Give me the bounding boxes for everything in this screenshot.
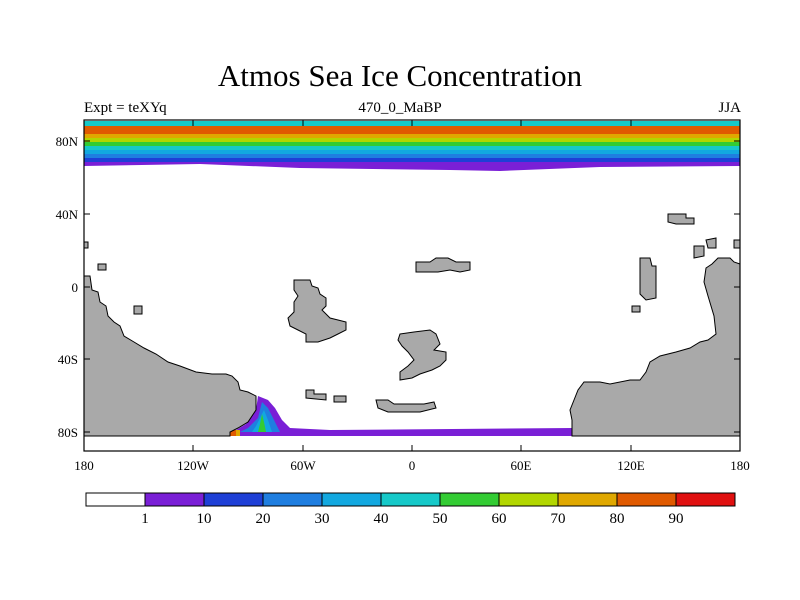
land-asia-island	[639, 257, 657, 301]
x-tick-label: 120E	[617, 458, 645, 473]
colorbar-swatch	[616, 492, 677, 507]
land-island-3	[693, 245, 705, 259]
colorbar-swatch	[380, 492, 441, 507]
land-japan	[667, 213, 695, 225]
land-island-4	[97, 263, 107, 271]
y-tick-label: 40N	[56, 207, 79, 222]
land-island-2	[705, 237, 717, 249]
x-tick-label: 60E	[511, 458, 532, 473]
x-tick-label: 180	[730, 458, 750, 473]
land-small-1	[305, 389, 327, 401]
colorbar-label: 50	[433, 511, 448, 527]
colorbar-label: 60	[492, 511, 507, 527]
axis-ticks	[83, 120, 741, 451]
colorbar-swatch	[262, 492, 323, 507]
x-tick-label: 120W	[177, 458, 210, 473]
land-europe	[415, 257, 471, 273]
period-label: 470_0_MaBP	[358, 100, 442, 116]
colorbar-label: 40	[374, 511, 389, 527]
land-asia-east	[569, 257, 741, 437]
colorbar-swatch	[144, 492, 205, 507]
land-masses	[83, 213, 741, 437]
land-small-2	[333, 395, 347, 403]
arctic-ice-bands	[84, 121, 740, 171]
y-tick-label: 80N	[56, 134, 79, 149]
colorbar-swatch	[321, 492, 382, 507]
y-tick-label: 80S	[58, 425, 78, 440]
colorbar-label: 70	[551, 511, 566, 527]
colorbar-label: 90	[669, 511, 684, 527]
x-tick-label: 0	[409, 458, 416, 473]
antarctic-ice	[230, 396, 572, 436]
colorbar-swatch	[85, 492, 146, 507]
land-americas	[83, 275, 257, 437]
colorbar-label: 10	[197, 511, 212, 527]
colorbar: 1 10 20 30 40 50 60 70 80 90	[85, 492, 736, 527]
land-island-5	[133, 305, 143, 315]
colorbar-swatch	[557, 492, 618, 507]
plot-title: Atmos Sea Ice Concentration	[217, 58, 583, 93]
colorbar-swatch	[203, 492, 264, 507]
colorbar-label: 30	[315, 511, 330, 527]
land-island-6	[631, 305, 641, 313]
colorbar-swatch	[439, 492, 500, 507]
land-antarctic-fragment	[375, 399, 437, 413]
colorbar-label: 80	[610, 511, 625, 527]
y-tick-label: 0	[72, 280, 79, 295]
colorbar-swatch	[675, 492, 736, 507]
colorbar-label: 1	[141, 511, 149, 527]
experiment-label: Expt = teXYq	[84, 100, 167, 116]
season-label: JJA	[718, 100, 741, 116]
x-tick-label: 180	[74, 458, 94, 473]
land-island-8	[733, 239, 741, 249]
x-tick-label: 60W	[290, 458, 316, 473]
y-tick-label: 40S	[58, 352, 78, 367]
colorbar-swatch	[498, 492, 559, 507]
land-africa-west	[287, 279, 347, 343]
land-africa-east	[397, 329, 447, 381]
colorbar-label: 20	[256, 511, 271, 527]
